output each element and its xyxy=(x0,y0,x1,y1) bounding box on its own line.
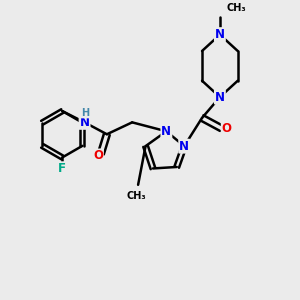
Text: N: N xyxy=(179,140,189,153)
Text: CH₃: CH₃ xyxy=(226,3,246,13)
Text: N: N xyxy=(215,91,225,103)
Text: N: N xyxy=(80,116,90,129)
Text: O: O xyxy=(222,122,232,135)
Text: N: N xyxy=(161,125,171,138)
Text: O: O xyxy=(93,149,103,163)
Text: F: F xyxy=(58,162,66,175)
Text: H: H xyxy=(81,108,89,118)
Text: CH₃: CH₃ xyxy=(127,191,146,201)
Text: N: N xyxy=(215,28,225,41)
